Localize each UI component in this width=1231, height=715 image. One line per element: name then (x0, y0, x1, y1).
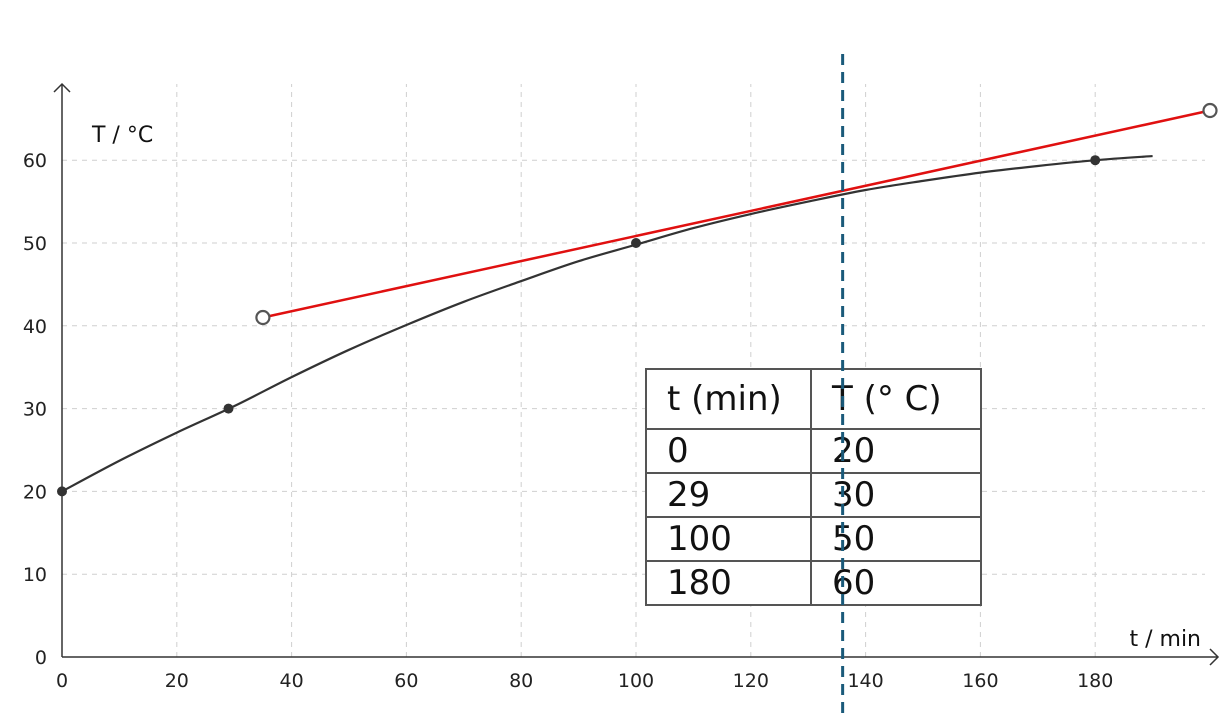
axes (53, 82, 1220, 666)
y-tick-label: 10 (23, 564, 47, 586)
table-cell: 20 (810, 428, 982, 474)
x-tick-label: 40 (280, 670, 304, 692)
x-tick-label: 120 (733, 670, 769, 692)
table-header-cell: T (° C) (810, 368, 982, 430)
x-tick-label: 80 (509, 670, 533, 692)
x-tick-label: 160 (962, 670, 998, 692)
y-tick-label: 60 (23, 150, 47, 172)
table-header-cell: t (min) (645, 368, 812, 430)
x-tick-label: 0 (56, 670, 68, 692)
x-tick-label: 60 (394, 670, 418, 692)
x-axis-label: t / min (1129, 627, 1201, 652)
table-cell: 50 (810, 516, 982, 562)
x-tick-label: 140 (847, 670, 883, 692)
data-point (223, 403, 234, 414)
x-tick-label: 180 (1077, 670, 1113, 692)
table-cell: 0 (645, 428, 812, 474)
fit-curve (61, 154, 1153, 493)
x-tick-label: 100 (618, 670, 654, 692)
tangent-line (262, 109, 1211, 319)
y-tick-label: 0 (35, 647, 47, 669)
table-cell: 180 (645, 560, 812, 606)
table-cell: 29 (645, 472, 812, 518)
series (57, 102, 1218, 497)
tangent-endpoint (1202, 102, 1218, 119)
data-table: t (min) T (° C) 0 20 29 30 100 50 180 60 (645, 368, 982, 606)
y-tick-label: 20 (23, 481, 47, 503)
tangent-endpoint (255, 309, 271, 326)
table-cell: 100 (645, 516, 812, 562)
table-row: 29 30 (645, 472, 982, 518)
grid (62, 84, 1205, 657)
table-row: 180 60 (645, 560, 982, 606)
table-header-row: t (min) T (° C) (645, 368, 982, 430)
data-point (1090, 155, 1101, 166)
y-tick-label: 50 (23, 233, 47, 255)
data-point (57, 486, 67, 497)
table-cell: 60 (810, 560, 982, 606)
x-tick-label: 20 (165, 670, 189, 692)
y-axis-label: T / °C (91, 123, 153, 148)
table-cell: 30 (810, 472, 982, 518)
data-point (631, 238, 641, 248)
table-row: 100 50 (645, 516, 982, 562)
table-row: 0 20 (645, 428, 982, 474)
y-tick-label: 30 (23, 399, 47, 421)
y-tick-label: 40 (23, 316, 47, 338)
x-axis-arrow (1209, 648, 1220, 666)
y-axis-arrow (53, 82, 71, 93)
